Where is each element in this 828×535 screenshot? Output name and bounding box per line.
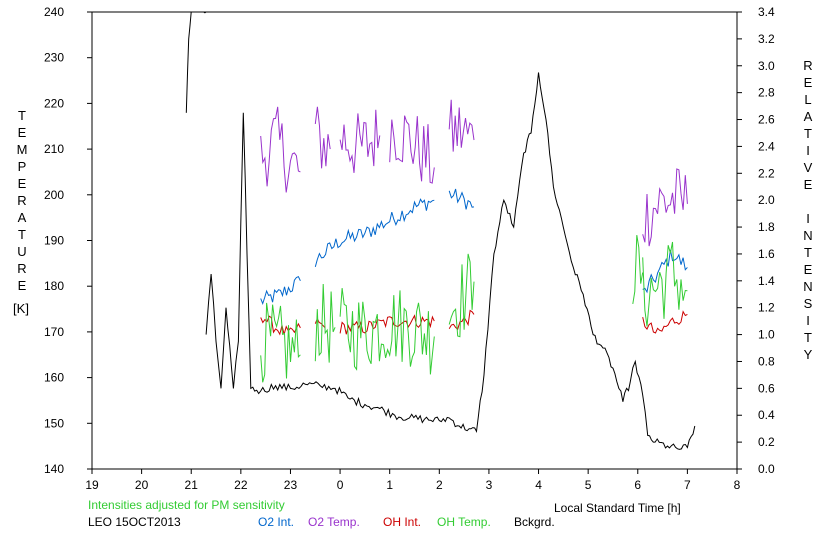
series-line bbox=[314, 283, 336, 363]
series-line bbox=[339, 288, 435, 375]
y-right-tick-label: 1.6 bbox=[758, 247, 775, 261]
x-tick-label: 22 bbox=[234, 478, 248, 492]
x-tick-label: 2 bbox=[436, 478, 443, 492]
y-right-tick-label: 1.2 bbox=[758, 301, 775, 315]
series-layer bbox=[185, 11, 696, 450]
y-left-tick-label: 230 bbox=[44, 51, 64, 65]
y-left-tick-label: 190 bbox=[44, 234, 64, 248]
x-tick-label: 1 bbox=[386, 478, 393, 492]
series-bckgrd bbox=[185, 11, 696, 450]
x-tick-label: 19 bbox=[85, 478, 99, 492]
series-line bbox=[448, 309, 475, 331]
sensitivity-note: Intensities adjusted for PM sensitivity bbox=[88, 498, 285, 512]
series-line bbox=[339, 314, 435, 335]
y-right-tick-label: 3.4 bbox=[758, 5, 775, 19]
y-right-tick-label: 2.2 bbox=[758, 166, 775, 180]
x-tick-label: 6 bbox=[634, 478, 641, 492]
tick-labels: 19 20 21 22 23 0 1 2 3 4 5 6 7 8240230220210200190180… bbox=[44, 5, 775, 492]
y-left-tick-label: 180 bbox=[44, 279, 64, 293]
x-tick-label: 21 bbox=[185, 478, 199, 492]
axis-ticks bbox=[87, 11, 742, 474]
x-tick-label: 8 bbox=[734, 478, 741, 492]
series-oh-temp bbox=[260, 235, 688, 383]
legend-entry: O2 Temp. bbox=[308, 515, 360, 529]
series-line bbox=[260, 315, 301, 336]
y-left-tick-label: 140 bbox=[44, 462, 64, 476]
series-o2-temp bbox=[260, 99, 688, 247]
x-tick-label: 3 bbox=[486, 478, 493, 492]
series-line bbox=[260, 302, 301, 383]
y-left-tick-label: 200 bbox=[44, 188, 64, 202]
y-left-tick-label: 220 bbox=[44, 96, 64, 110]
series-line bbox=[642, 168, 688, 247]
y-right-tick-label: 0.2 bbox=[758, 435, 775, 449]
series-line bbox=[260, 275, 301, 305]
x-tick-label: 20 bbox=[135, 478, 149, 492]
series-line bbox=[448, 253, 475, 338]
y-right-tick-label: 3.0 bbox=[758, 59, 775, 73]
y-right-tick-label: 3.2 bbox=[758, 32, 775, 46]
y-right-tick-label: 0.0 bbox=[758, 462, 775, 476]
series-line bbox=[642, 241, 688, 327]
plot-frame bbox=[91, 11, 738, 470]
y-right-tick-label: 2.6 bbox=[758, 113, 775, 127]
y-right-tick-label: 1.4 bbox=[758, 274, 775, 288]
y-left-tick-label: 240 bbox=[44, 5, 64, 19]
series-line bbox=[448, 99, 475, 152]
series-line bbox=[448, 188, 475, 210]
y-left-tick-label: 210 bbox=[44, 142, 64, 156]
legend-entry: Bckgrd. bbox=[514, 515, 555, 529]
series-line bbox=[632, 235, 644, 304]
series-line bbox=[642, 310, 688, 334]
series-line bbox=[389, 115, 435, 184]
x-tick-label: 7 bbox=[684, 478, 691, 492]
y-right-tick-label: 0.8 bbox=[758, 354, 775, 368]
legend-entry: OH Temp. bbox=[437, 515, 491, 529]
series-line bbox=[314, 198, 435, 268]
x-axis-label: Local Standard Time [h] bbox=[554, 501, 681, 515]
y-right-tick-label: 1.0 bbox=[758, 328, 775, 342]
legend-entry: OH Int. bbox=[383, 515, 421, 529]
x-tick-label: 23 bbox=[284, 478, 298, 492]
y-left-tick-label: 160 bbox=[44, 371, 64, 385]
series-line bbox=[185, 11, 192, 113]
series-line bbox=[642, 249, 688, 294]
series-line bbox=[205, 72, 696, 450]
series-line bbox=[314, 106, 331, 169]
y-right-tick-label: 1.8 bbox=[758, 220, 775, 234]
legend: O2 Int. O2 Temp. OH Int. OH Temp. Bckgrd. bbox=[258, 515, 555, 529]
station-label: LEO 15OCT2013 bbox=[88, 515, 181, 529]
y-left-unit: [K] bbox=[13, 301, 29, 316]
x-tick-label: 0 bbox=[337, 478, 344, 492]
y-left-tick-label: 170 bbox=[44, 325, 64, 339]
y-right-tick-label: 2.4 bbox=[758, 139, 775, 153]
series-line bbox=[203, 11, 207, 14]
series-oh-int bbox=[260, 309, 688, 336]
y-left-tick-label: 150 bbox=[44, 416, 64, 430]
series-line bbox=[260, 106, 301, 193]
y-right-tick-label: 2.8 bbox=[758, 86, 775, 100]
y-right-tick-label: 0.6 bbox=[758, 381, 775, 395]
y-right-tick-label: 0.4 bbox=[758, 408, 775, 422]
x-tick-label: 5 bbox=[585, 478, 592, 492]
series-o2-int bbox=[260, 188, 688, 305]
x-tick-label: 4 bbox=[535, 478, 542, 492]
series-line bbox=[339, 109, 381, 173]
y-right-tick-label: 2.0 bbox=[758, 193, 775, 207]
legend-entry: O2 Int. bbox=[258, 515, 294, 529]
